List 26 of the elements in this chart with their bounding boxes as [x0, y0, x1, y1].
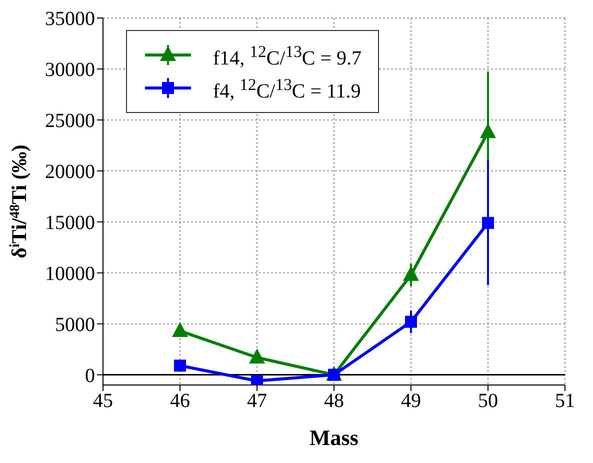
x-tick-label: 46	[170, 390, 190, 412]
y-tick-label: 15000	[45, 212, 95, 234]
point	[174, 360, 186, 372]
point	[480, 123, 496, 138]
x-tick-label: 47	[247, 390, 267, 412]
y-tick-label: 10000	[45, 262, 95, 285]
y-tick-label: 25000	[45, 110, 95, 132]
legend-label: f4, $^{12}$C/$^{13}$C = 11.9	[213, 74, 361, 104]
point	[172, 322, 188, 337]
point	[251, 374, 263, 385]
x-tick-label: 51	[555, 390, 575, 412]
y-tick-label: 20000	[45, 161, 95, 184]
point	[405, 316, 417, 328]
point	[403, 266, 419, 281]
x-tick-label: 48	[324, 390, 344, 412]
x-axis-title: Mass	[310, 425, 359, 450]
y-tick-label: 30000	[45, 59, 95, 82]
y-tick-label: 5000	[55, 314, 95, 336]
y-tick-label: 0	[85, 364, 95, 387]
point	[482, 216, 494, 229]
x-tick-label: 50	[478, 390, 498, 412]
x-tick-label: 45	[93, 390, 113, 412]
point	[249, 348, 265, 364]
legend-label: f14, $^{12}$C/$^{13}$C = 9.7	[213, 41, 362, 72]
y-tick-label: 35000	[45, 8, 95, 30]
x-tick-label: 49	[401, 390, 421, 412]
